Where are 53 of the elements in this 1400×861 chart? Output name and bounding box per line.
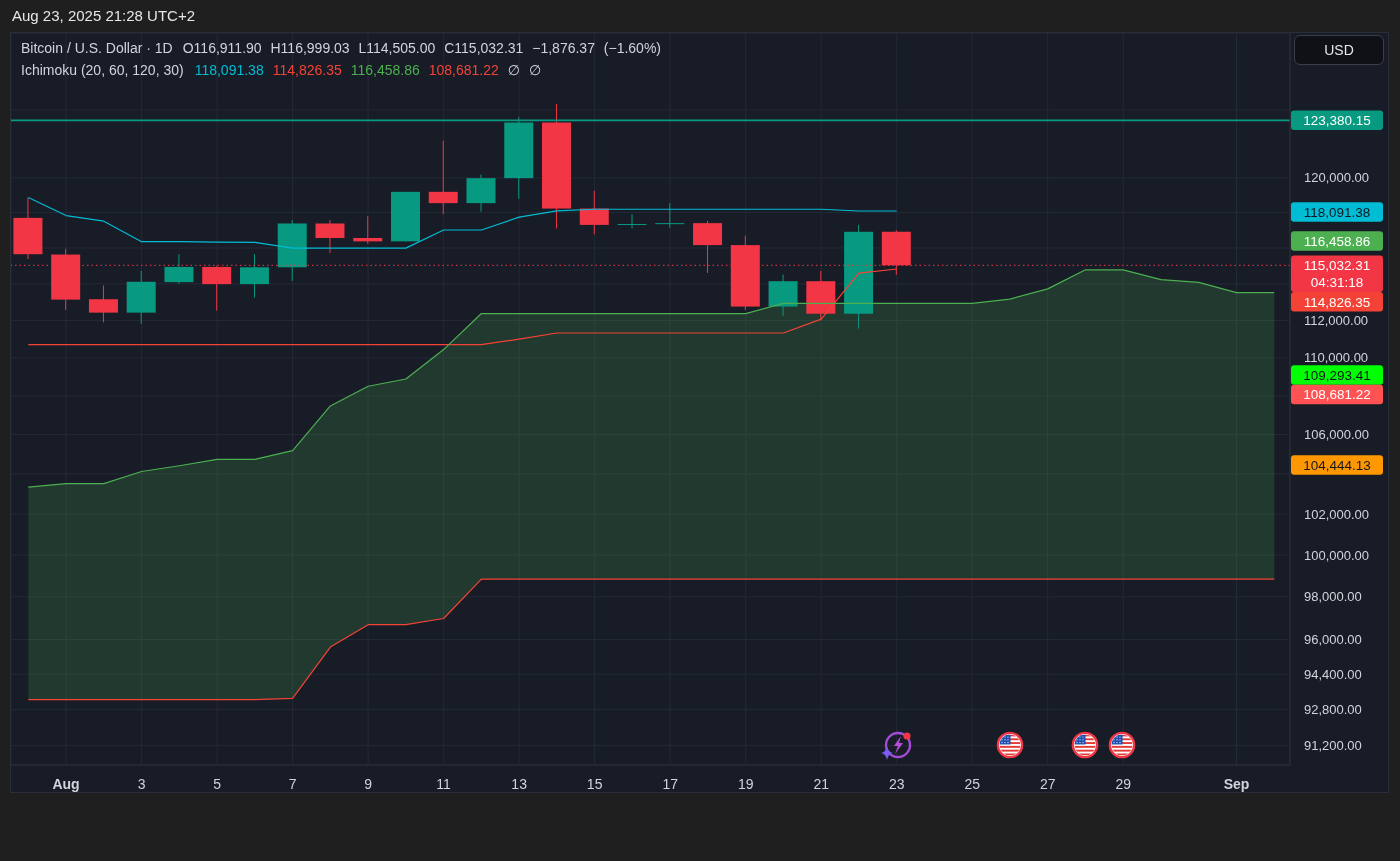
x-tick-label: 7 bbox=[288, 776, 297, 792]
text: Bitcoin / U.S. Dollar · 1D bbox=[21, 40, 173, 56]
annotation: 116,458.86 bbox=[350, 62, 420, 78]
line-series bbox=[27, 269, 1275, 488]
line-series bbox=[27, 268, 898, 346]
text: O116,911.90 H116,999.03 L114,505.00 C115,032.31 −1,876.37 (−1.60%) bbox=[182, 40, 662, 56]
annotation: 108,681.22 bbox=[428, 62, 499, 78]
y-tick-label: 102,000.00 bbox=[1304, 506, 1370, 522]
x-tick-label: Aug bbox=[52, 776, 80, 792]
x-tick-label: 3 bbox=[137, 776, 146, 792]
currency-button: USD bbox=[1294, 35, 1384, 65]
text: 108,681.22 bbox=[1303, 387, 1371, 403]
candlestick bbox=[428, 140, 458, 215]
x-tick-label: 11 bbox=[436, 776, 452, 792]
x-tick-label: 23 bbox=[888, 776, 905, 792]
y-tick-label: 98,000.00 bbox=[1304, 589, 1362, 605]
annotation: ∅ bbox=[529, 62, 542, 78]
annotation: 114,826.35 bbox=[272, 62, 342, 78]
y-tick-label: 106,000.00 bbox=[1304, 427, 1370, 443]
y-tick-label: 110,000.00 bbox=[1304, 350, 1369, 366]
x-tick-label: 25 bbox=[964, 776, 981, 792]
x-tick-label: 21 bbox=[813, 776, 830, 792]
text: 114,826.35 bbox=[1303, 294, 1371, 310]
x-tick-label: 29 bbox=[1115, 776, 1132, 792]
text: 118,091.38 bbox=[1303, 204, 1371, 220]
ref-line-label: 115,032.31 04:31:18 bbox=[1303, 258, 1371, 291]
y-tick-label: 91,200.00 bbox=[1304, 738, 1362, 754]
text: 104,444.13 bbox=[1303, 457, 1371, 473]
legend-title: Ichimoku (20, 60, 120, 30) bbox=[21, 62, 184, 78]
x-tick-label: 17 bbox=[662, 776, 679, 792]
y-tick-label: 100,000.00 bbox=[1304, 547, 1370, 563]
y-tick-label: 92,800.00 bbox=[1304, 702, 1362, 718]
x-tick-label: 27 bbox=[1039, 776, 1056, 792]
text: 116,458.86 bbox=[1303, 233, 1371, 249]
ref-line-label: 123,380.15 bbox=[1303, 113, 1371, 129]
x-tick-label: 9 bbox=[364, 776, 373, 792]
candlestick bbox=[655, 202, 685, 229]
x-tick-label: 5 bbox=[213, 776, 222, 792]
x-tick-label: Sep bbox=[1223, 776, 1250, 792]
y-tick-label: 112,000.00 bbox=[1304, 313, 1369, 329]
annotation: 118,091.38 bbox=[194, 62, 264, 78]
y-tick-label: 120,000.00 bbox=[1304, 170, 1370, 186]
x-tick-label: 13 bbox=[511, 776, 528, 792]
text: Aug 23, 2025 21:28 UTC+2 bbox=[12, 7, 196, 24]
x-tick-label: 15 bbox=[586, 776, 603, 792]
text: 109,293.41 bbox=[1303, 367, 1371, 383]
line-series bbox=[27, 196, 898, 249]
line-series bbox=[27, 578, 1275, 701]
candlestick bbox=[617, 213, 647, 229]
y-tick-label: 94,400.00 bbox=[1304, 666, 1362, 682]
annotation: ∅ bbox=[507, 62, 521, 78]
y-tick-label: 96,000.00 bbox=[1304, 632, 1362, 648]
x-tick-label: 19 bbox=[737, 776, 754, 792]
